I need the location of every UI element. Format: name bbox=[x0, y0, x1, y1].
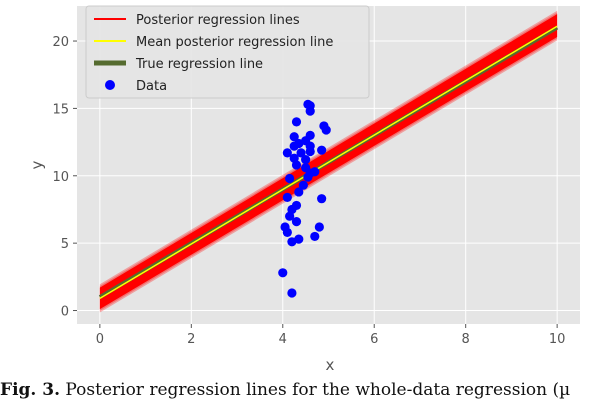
data-point bbox=[294, 234, 304, 244]
regression-lines-layer bbox=[98, 25, 559, 300]
data-point bbox=[301, 155, 311, 165]
figure-caption: Fig. 3. Posterior regression lines for t… bbox=[0, 380, 600, 402]
y-tick-label: 10 bbox=[52, 170, 69, 185]
y-tick-label: 5 bbox=[61, 237, 69, 252]
data-point bbox=[289, 132, 299, 142]
data-point bbox=[282, 227, 292, 237]
data-point bbox=[305, 146, 315, 157]
data-point bbox=[296, 148, 306, 158]
tick-labels: 0 2 4 6 8 10 0 5 10 15 20 bbox=[52, 35, 565, 347]
legend-label-mean: Mean posterior regression line bbox=[136, 35, 333, 50]
y-tick-label: 15 bbox=[52, 102, 69, 117]
data-point bbox=[282, 192, 292, 202]
data-point bbox=[305, 106, 315, 116]
x-tick-label: 4 bbox=[279, 332, 287, 347]
legend: Posterior regression lines Mean posterio… bbox=[85, 5, 370, 99]
data-point bbox=[294, 187, 304, 197]
data-point bbox=[310, 167, 320, 177]
x-tick-label: 2 bbox=[187, 332, 195, 347]
x-tick-label: 6 bbox=[370, 332, 378, 347]
x-tick-label: 0 bbox=[96, 332, 104, 347]
data-point bbox=[305, 130, 315, 140]
chart: 0 2 4 6 8 10 0 5 10 15 20 x y Posterior regression… bbox=[28, 5, 580, 374]
data-point bbox=[301, 163, 311, 173]
data-point bbox=[289, 153, 299, 163]
y-axis-label: y bbox=[28, 160, 46, 169]
legend-box bbox=[85, 5, 370, 99]
legend-label-true: True regression line bbox=[135, 57, 263, 72]
data-point bbox=[321, 125, 331, 135]
x-tick-label: 10 bbox=[549, 332, 566, 347]
x-tick-label: 8 bbox=[462, 332, 470, 347]
data-point bbox=[317, 145, 327, 155]
data-point bbox=[298, 180, 308, 190]
data-point bbox=[317, 194, 327, 204]
legend-swatch-data bbox=[105, 80, 115, 90]
data-point bbox=[310, 231, 320, 242]
legend-label-data: Data bbox=[136, 79, 167, 94]
y-tick-label: 20 bbox=[52, 35, 69, 50]
data-point bbox=[291, 200, 302, 211]
data-point bbox=[285, 173, 295, 184]
legend-label-posterior: Posterior regression lines bbox=[136, 13, 300, 28]
data-point bbox=[291, 216, 302, 227]
caption-text: Posterior regression lines for the whole… bbox=[65, 380, 571, 400]
data-point bbox=[282, 148, 292, 158]
data-point bbox=[291, 117, 302, 127]
data-points-layer bbox=[278, 99, 331, 298]
data-point bbox=[287, 288, 297, 298]
y-tick-label: 0 bbox=[61, 305, 69, 320]
mean-posterior-regression-line bbox=[99, 25, 558, 300]
data-point bbox=[278, 268, 288, 278]
data-point bbox=[314, 222, 324, 232]
caption-label: Fig. 3. bbox=[0, 380, 60, 400]
x-axis-label: x bbox=[326, 356, 335, 374]
